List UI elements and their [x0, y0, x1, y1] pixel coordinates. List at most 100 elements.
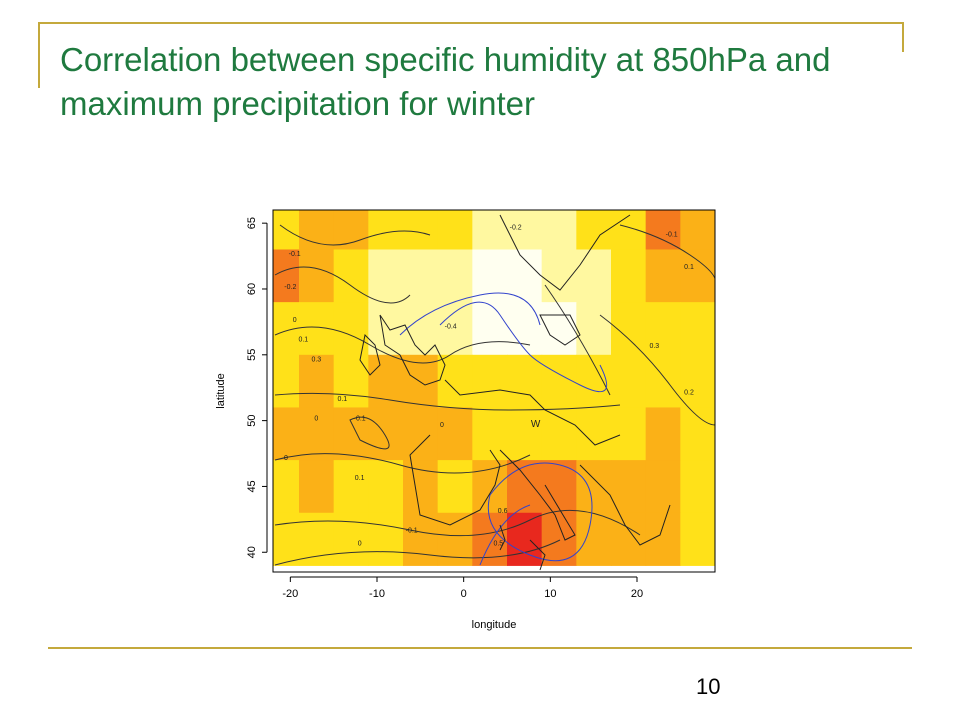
- heatmap-cell: [611, 407, 647, 461]
- heatmap-cell: [437, 210, 473, 250]
- x-tick-label: -10: [369, 588, 385, 600]
- contour-label: 0.5: [493, 541, 503, 548]
- heatmap-cell: [403, 460, 439, 514]
- heatmap-cell: [299, 354, 335, 408]
- heatmap-cell: [273, 354, 300, 408]
- coastline: [499, 524, 506, 551]
- contour-label: 0: [284, 455, 288, 462]
- heatmap-cell: [680, 302, 715, 356]
- heatmap-cell: [680, 249, 715, 303]
- heatmap-cell: [472, 302, 508, 356]
- heatmap-cell: [273, 249, 300, 303]
- contour-label: 0: [314, 416, 318, 423]
- heatmap-cell: [645, 460, 681, 514]
- heatmap-cell: [541, 512, 577, 566]
- heatmap-cell: [507, 249, 543, 303]
- coastline: [409, 434, 501, 526]
- coastline: [359, 333, 381, 376]
- heatmap-cell: [576, 512, 612, 566]
- y-tick-label: 55: [246, 349, 258, 361]
- slide-title: Correlation between specific humidity at…: [60, 41, 831, 122]
- y-tick-label: 40: [246, 546, 258, 558]
- heatmap-cell: [645, 407, 681, 461]
- heatmap-cell: [611, 249, 647, 303]
- heatmap-cell: [333, 407, 369, 461]
- heatmap-cell: [472, 460, 508, 514]
- contour-line: [274, 392, 621, 411]
- coastline: [499, 449, 576, 541]
- contour-line: [487, 462, 593, 562]
- contour-line: [349, 416, 390, 450]
- contour-label: -0.2: [284, 284, 296, 291]
- heatmap-cell: [541, 354, 577, 408]
- contour-line: [279, 224, 431, 246]
- contour-labels: -0.2 -0.1 0 0.1 0.3 0.1 -0.1 0 0 0.1 -0.4 -0.2 -0.1 0…: [284, 225, 694, 548]
- heatmap-cell: [611, 354, 647, 408]
- heatmap-cell: [611, 460, 647, 514]
- contour-label: -0.2: [510, 225, 522, 232]
- contour-label: 0: [358, 541, 362, 548]
- heatmap-cell: [403, 407, 439, 461]
- heatmap-cell: [541, 302, 577, 356]
- heatmap-cell: [576, 210, 612, 250]
- left-rule: [38, 22, 40, 88]
- heatmap-cell: [333, 460, 369, 514]
- heatmap-cell: [507, 302, 543, 356]
- heatmap-cell: [368, 460, 404, 514]
- y-tick-label: 45: [246, 480, 258, 492]
- heatmap-cell: [611, 512, 647, 566]
- contour-label: 0.1: [298, 337, 308, 344]
- contour-line: [479, 504, 531, 566]
- contour-label: 0: [440, 422, 444, 429]
- heatmap-cell: [472, 354, 508, 408]
- heatmap-cell: [541, 460, 577, 514]
- x-tick-label: 20: [631, 588, 643, 600]
- heatmap-cell: [680, 407, 715, 461]
- heatmap-cell: [645, 302, 681, 356]
- heatmap-cell: [368, 407, 404, 461]
- heatmap-cell: [645, 210, 681, 250]
- axes: -20 -10 0 10 20 40 45 50 55 60 65: [246, 217, 643, 600]
- heatmap-cell: [403, 249, 439, 303]
- heatmap-cell: [368, 210, 404, 250]
- heatmap-cell: [273, 512, 300, 566]
- heatmap-cell: [437, 354, 473, 408]
- y-tick-label: 65: [246, 217, 258, 229]
- heatmap-cell: [368, 354, 404, 408]
- heatmap-cell: [645, 354, 681, 408]
- x-axis-label: longitude: [472, 619, 517, 631]
- heatmap-cell: [507, 460, 543, 514]
- contour-label: 0.6: [498, 508, 508, 515]
- x-tick-label: 10: [544, 588, 556, 600]
- coastline: [529, 539, 546, 571]
- heatmap-cell: [368, 249, 404, 303]
- contour-line: [274, 266, 411, 304]
- heatmap-cell: [472, 210, 508, 250]
- heatmap-cell: [507, 210, 543, 250]
- heatmap-cell: [333, 302, 369, 356]
- contour-line: [274, 509, 641, 537]
- heatmap-cell: [576, 460, 612, 514]
- contour-label: W: [531, 419, 541, 430]
- heatmap-cell: [541, 210, 577, 250]
- heatmap-cell: [576, 302, 612, 356]
- contour-line: [439, 301, 608, 393]
- heatmap-cell: [611, 210, 647, 250]
- contour-label: 0: [293, 317, 297, 324]
- heatmap-cell: [680, 210, 715, 250]
- heatmap-cell: [680, 460, 715, 514]
- heatmap-cells: [273, 210, 715, 566]
- heatmap-cell: [299, 460, 335, 514]
- heatmap-cell: [437, 249, 473, 303]
- heatmap-cell: [507, 354, 543, 408]
- contour-line: [274, 326, 531, 364]
- x-tick-label: -20: [282, 588, 298, 600]
- contour-label: 0.1: [355, 475, 365, 482]
- heatmap-cell: [541, 407, 577, 461]
- contour-label: -0.1: [406, 528, 418, 535]
- y-tick-label: 50: [246, 414, 258, 426]
- contour-label: 0.3: [649, 343, 659, 350]
- heatmap-cell: [576, 407, 612, 461]
- coastline: [499, 214, 631, 291]
- contour-label: 0.1: [337, 396, 347, 403]
